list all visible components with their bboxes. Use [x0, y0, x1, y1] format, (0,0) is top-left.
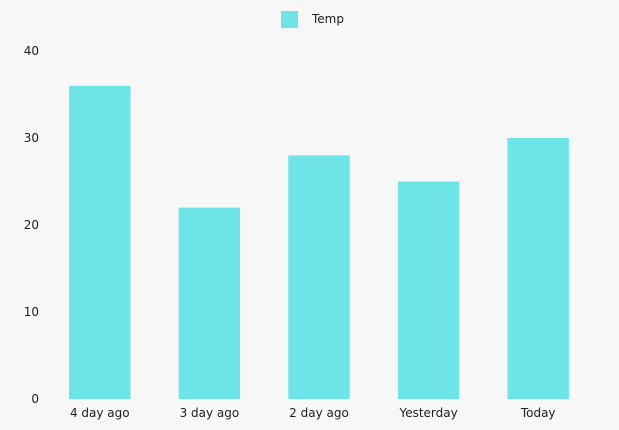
y-axis: 0 10 20 30 40 [24, 44, 39, 406]
x-tick-label: 2 day ago [289, 406, 349, 420]
y-tick-label: 30 [24, 131, 39, 145]
x-axis: 4 day ago 3 day ago 2 day ago Yesterday Toda… [70, 406, 556, 420]
y-tick-label: 0 [31, 392, 39, 406]
x-tick-label: Yesterday [398, 406, 457, 420]
legend-swatch-temp[interactable] [281, 11, 298, 28]
bar-4-day-ago[interactable] [69, 85, 131, 400]
bars [69, 85, 569, 400]
y-tick-label: 40 [24, 44, 39, 58]
bar-3-day-ago[interactable] [178, 207, 241, 399]
x-tick-label: 4 day ago [70, 406, 130, 420]
x-tick-label: 3 day ago [180, 406, 240, 420]
legend-label-temp[interactable]: Temp [311, 12, 344, 26]
y-tick-label: 20 [24, 218, 39, 232]
bar-2-day-ago[interactable] [288, 155, 350, 399]
bar-yesterday[interactable] [397, 181, 460, 400]
y-tick-label: 10 [24, 305, 39, 319]
legend[interactable]: Temp [281, 11, 344, 28]
x-tick-label: Today [520, 406, 556, 420]
bar-today[interactable] [507, 138, 569, 399]
